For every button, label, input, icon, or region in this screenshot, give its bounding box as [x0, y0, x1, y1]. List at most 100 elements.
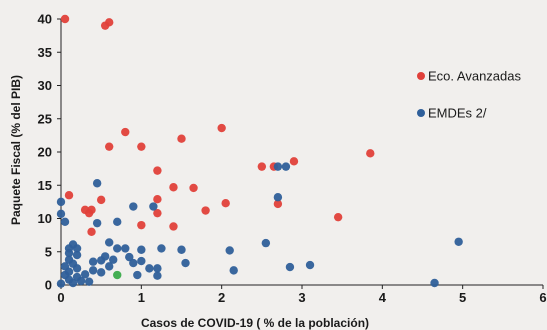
data-point — [76, 276, 86, 286]
data-point — [229, 266, 238, 275]
data-point — [181, 258, 190, 268]
data-point — [64, 191, 74, 200]
data-point — [84, 277, 94, 286]
data-point — [113, 244, 122, 253]
x-tick-label: 1 — [138, 290, 145, 305]
data-point — [105, 142, 114, 151]
data-point — [137, 220, 146, 230]
data-point — [217, 123, 226, 133]
data-point — [153, 264, 162, 273]
x-tick-label: 3 — [298, 290, 305, 305]
y-tick-label: 15 — [38, 178, 52, 193]
data-point — [109, 255, 118, 264]
data-point — [105, 238, 114, 247]
data-point — [273, 193, 283, 202]
legend: Eco. Avanzadas EMDEs 2/ — [417, 69, 521, 121]
data-point — [257, 162, 267, 171]
data-point — [56, 279, 66, 288]
data-point — [177, 134, 186, 143]
data-point — [454, 237, 463, 246]
data-point — [430, 278, 439, 288]
data-point — [72, 244, 82, 253]
data-point — [80, 270, 90, 279]
data-point — [92, 179, 102, 188]
data-points — [56, 14, 463, 288]
y-tick-label: 20 — [38, 145, 52, 160]
x-tick-label: 2 — [218, 290, 225, 305]
data-point — [105, 262, 114, 271]
data-point — [153, 271, 162, 280]
data-point — [273, 199, 283, 209]
y-tick-label: 30 — [38, 78, 52, 93]
data-point — [137, 245, 146, 254]
data-point — [100, 21, 110, 30]
data-point — [221, 199, 230, 208]
x-axis-title: Casos de COVID-19 ( % de la población) — [141, 316, 369, 330]
data-point — [56, 197, 66, 207]
data-point — [189, 183, 198, 193]
data-point — [153, 195, 162, 204]
data-point — [88, 266, 98, 275]
data-point — [129, 202, 138, 211]
axes — [57, 18, 544, 289]
data-point — [64, 248, 74, 258]
data-point — [84, 208, 94, 218]
x-tick-label: 5 — [459, 290, 466, 305]
data-point — [100, 252, 110, 261]
legend-marker — [417, 72, 425, 80]
x-tick-label: 0 — [57, 290, 64, 305]
data-point — [96, 195, 106, 205]
data-point — [177, 245, 186, 254]
data-point — [121, 244, 130, 253]
data-point — [289, 157, 299, 166]
data-point — [333, 212, 343, 222]
y-tick-label: 35 — [38, 45, 52, 60]
data-point — [169, 222, 178, 231]
x-tick-label: 6 — [539, 290, 546, 305]
tick-labels: 0 5 10 15 20 25 30 35 40 0 1 2 3 4 5 6 — [38, 12, 547, 306]
data-point — [157, 244, 166, 253]
data-point — [96, 268, 106, 277]
data-point — [72, 250, 82, 260]
data-point — [72, 264, 82, 273]
legend-label: EMDEs 2/ — [428, 106, 487, 121]
data-point — [133, 270, 142, 280]
data-point — [137, 142, 146, 151]
y-tick-label: 5 — [45, 244, 52, 259]
data-point — [60, 14, 70, 24]
data-point — [153, 208, 162, 218]
legend-label: Eco. Avanzadas — [428, 69, 521, 84]
y-axis-title: Paquete Fiscal (% del PIB) — [9, 75, 23, 225]
x-tick-label: 4 — [379, 290, 387, 305]
data-point — [113, 270, 122, 280]
data-point — [281, 162, 291, 171]
data-point — [125, 252, 134, 262]
data-point — [113, 217, 122, 227]
data-point — [305, 260, 315, 270]
y-tick-label: 40 — [38, 12, 52, 27]
data-point — [169, 183, 178, 192]
data-point — [153, 166, 162, 175]
data-point — [261, 238, 271, 248]
y-tick-label: 0 — [45, 278, 52, 293]
data-point — [149, 202, 158, 211]
data-point — [145, 264, 154, 273]
data-point — [92, 218, 102, 228]
data-point — [285, 262, 295, 272]
data-point — [56, 209, 66, 219]
data-point — [201, 206, 210, 215]
data-point — [87, 227, 96, 236]
data-point — [137, 256, 146, 266]
data-point — [273, 162, 283, 171]
data-point — [60, 217, 70, 227]
data-point — [121, 127, 130, 137]
data-point — [225, 246, 234, 255]
y-tick-label: 10 — [38, 211, 52, 226]
data-point — [88, 257, 98, 266]
legend-marker — [417, 109, 425, 117]
data-point — [129, 258, 138, 268]
y-tick-label: 25 — [38, 111, 52, 126]
data-point — [366, 149, 375, 158]
